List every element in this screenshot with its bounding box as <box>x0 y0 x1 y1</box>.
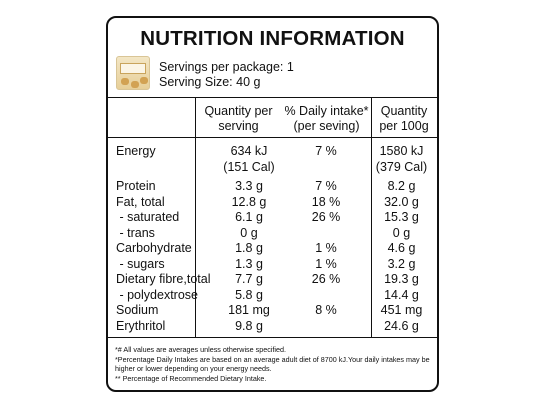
footnote: *Percentage Daily Intakes are based on a… <box>115 354 430 374</box>
column-header-daily-intake: % Daily intake* (per seving) <box>282 104 371 134</box>
column-divider <box>371 137 372 337</box>
table-row: - polydextrose 5.8 g 14.4 g <box>108 288 437 304</box>
per-serving-value: 3.3 g <box>235 179 263 193</box>
per-100g-value: 19.3 g <box>384 272 419 286</box>
column-divider <box>195 137 196 337</box>
per-100g-value: 8.2 g <box>387 179 416 193</box>
footnotes: *# All values are averages unless otherw… <box>115 345 437 383</box>
per-100g-value: 4.6 g <box>387 241 416 255</box>
panel-title: NUTRITION INFORMATION <box>140 27 405 50</box>
per-serving-value: 634 kJ <box>230 144 268 158</box>
column-header-line: % Daily intake* <box>284 104 369 118</box>
table-row: Carbohydrate 1.8 g 1 % 4.6 g <box>108 241 437 257</box>
column-divider <box>371 97 372 137</box>
table-row: Protein 3.3 g 7 % 8.2 g <box>108 179 437 195</box>
nutrient-name: Carbohydrate <box>116 241 192 255</box>
per-serving-value: 7.7 g <box>235 272 263 286</box>
table-row: - trans 0 g 0 g <box>108 226 437 242</box>
per-100g-value: 32.0 g <box>384 194 419 209</box>
per-100g-value: 0 g <box>392 225 411 240</box>
daily-intake-value: 26 % <box>311 210 341 224</box>
table-row: Erythritol 9.8 g 24.6 g <box>108 319 437 335</box>
table-row: Fat, total 12.8 g 18 % 32.0 g <box>108 195 437 211</box>
nutrient-name: - sugars <box>116 256 165 271</box>
table-row: - saturated 6.1 g 26 % 15.3 g <box>108 210 437 226</box>
per-100g-value: (379 Cal) <box>375 159 428 174</box>
product-label-band <box>120 63 146 74</box>
per-serving-value: 12.8 g <box>231 194 267 209</box>
column-header-per-100g: Quantity per 100g <box>371 104 437 134</box>
per-serving-value: 1.8 g <box>235 241 263 255</box>
divider-top <box>108 97 437 98</box>
daily-intake-value: 8 % <box>315 303 337 317</box>
nutrient-name: - trans <box>116 225 155 240</box>
daily-intake-value: 18 % <box>311 194 341 209</box>
daily-intake-value: 26 % <box>311 272 341 286</box>
per-100g-value: 451 mg <box>380 303 423 317</box>
product-thumbnail <box>116 56 150 90</box>
table-row: (151 Cal) (379 Cal) <box>108 160 437 176</box>
nutrient-name: Fat, total <box>116 194 165 209</box>
divider-header <box>108 137 437 138</box>
column-header-line: per 100g <box>379 119 429 133</box>
column-header-line: serving <box>218 119 259 133</box>
chip-graphic <box>140 77 148 84</box>
column-header-line: Quantity per <box>204 104 273 118</box>
column-header-per-serving: Quantity per serving <box>195 104 282 134</box>
nutrient-name: Energy <box>116 144 156 158</box>
nutrition-panel: NUTRITION INFORMATION Servings per packa… <box>106 16 439 392</box>
servings-per-package: Servings per package: 1 <box>159 60 294 74</box>
daily-intake-value: 7 % <box>315 179 337 193</box>
chip-graphic <box>121 78 129 85</box>
per-serving-value: 0 g <box>240 225 258 240</box>
per-serving-value: 181 mg <box>228 303 270 317</box>
nutrient-name: - polydextrose <box>116 287 198 302</box>
per-100g-value: 15.3 g <box>384 210 419 224</box>
footnote: ** Percentage of Recommended Dietary Int… <box>115 373 267 383</box>
serving-info: Servings per package: 1 Serving Size: 40… <box>159 60 294 90</box>
column-header-line: (per seving) <box>293 119 360 133</box>
nutrient-table: Energy 634 kJ 7 % 1580 kJ (151 Cal) (379… <box>108 144 437 334</box>
daily-intake-value: 1 % <box>315 256 337 271</box>
per-serving-value: 5.8 g <box>235 287 263 302</box>
nutrient-name: - saturated <box>116 210 180 224</box>
per-serving-value: 1.3 g <box>235 256 263 271</box>
table-row: Energy 634 kJ 7 % 1580 kJ <box>108 144 437 160</box>
column-header-line: Quantity <box>380 104 428 118</box>
per-serving-value: (151 Cal) <box>223 159 275 174</box>
chip-graphic <box>131 81 139 88</box>
per-100g-value: 1580 kJ <box>379 144 424 158</box>
table-row: Sodium 181 mg 8 % 451 mg <box>108 303 437 319</box>
footnote: *# All values are averages unless otherw… <box>115 345 286 354</box>
nutrient-name: Sodium <box>116 303 159 317</box>
serving-size: Serving Size: 40 g <box>159 75 261 89</box>
column-divider <box>195 97 196 137</box>
per-100g-value: 3.2 g <box>387 256 416 271</box>
nutrient-name: Protein <box>116 179 156 193</box>
per-serving-value: 6.1 g <box>235 210 263 224</box>
table-row: Dietary fibre,total 7.7 g 26 % 19.3 g <box>108 272 437 288</box>
table-row: - sugars 1.3 g 1 % 3.2 g <box>108 257 437 273</box>
nutrient-name: Dietary fibre,total <box>116 272 211 286</box>
nutrient-name: Erythritol <box>116 318 166 333</box>
daily-intake-value: 7 % <box>315 144 337 158</box>
per-100g-value: 14.4 g <box>384 287 419 302</box>
per-100g-value: 24.6 g <box>384 318 419 333</box>
divider-bottom <box>108 337 437 338</box>
per-serving-value: 9.8 g <box>235 318 263 333</box>
daily-intake-value: 1 % <box>315 241 337 255</box>
